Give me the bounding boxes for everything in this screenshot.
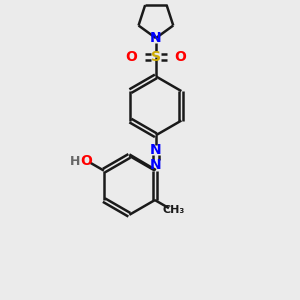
Text: CH₃: CH₃ bbox=[163, 205, 185, 214]
Text: H: H bbox=[70, 155, 80, 168]
Text: N: N bbox=[150, 143, 162, 157]
Text: N: N bbox=[150, 158, 162, 172]
Text: O: O bbox=[174, 50, 186, 64]
Text: S: S bbox=[151, 50, 161, 64]
Text: N: N bbox=[150, 31, 162, 45]
Text: O: O bbox=[80, 154, 92, 168]
Text: O: O bbox=[125, 50, 137, 64]
